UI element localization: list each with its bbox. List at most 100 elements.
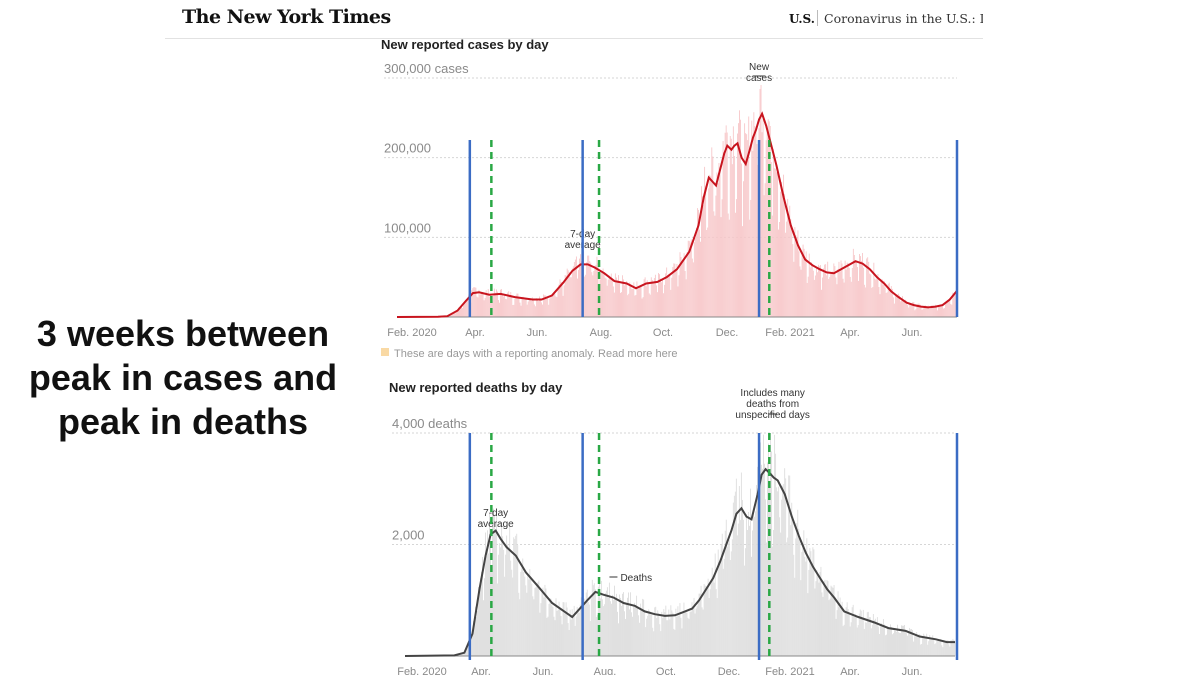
daily-bar — [462, 308, 463, 317]
daily-bar — [835, 277, 837, 317]
daily-bar — [603, 604, 605, 656]
daily-bar — [604, 277, 606, 317]
daily-bar — [738, 486, 740, 656]
daily-bar — [861, 617, 863, 656]
daily-bar — [771, 215, 773, 317]
daily-bar — [930, 305, 932, 317]
daily-bar — [791, 502, 793, 656]
daily-bar — [836, 610, 838, 656]
daily-bar — [812, 547, 814, 656]
daily-bar — [739, 110, 740, 317]
daily-bar — [617, 611, 618, 656]
daily-bar — [472, 288, 474, 317]
daily-bar — [601, 273, 603, 317]
daily-bar — [712, 577, 714, 656]
daily-bar — [838, 607, 840, 656]
daily-bar — [592, 585, 594, 656]
daily-bar — [818, 582, 820, 656]
daily-bar — [690, 239, 692, 317]
daily-bar — [637, 289, 639, 317]
daily-bar — [541, 302, 542, 317]
daily-bar — [515, 295, 517, 317]
daily-bar — [887, 626, 888, 656]
daily-bar — [459, 308, 460, 317]
daily-bar — [604, 592, 606, 656]
daily-bar — [625, 284, 627, 317]
daily-bar — [907, 635, 909, 656]
daily-bar — [754, 126, 756, 317]
daily-bar — [628, 592, 629, 656]
daily-bar — [706, 588, 708, 656]
daily-bar — [531, 583, 533, 656]
daily-bar — [602, 268, 604, 317]
daily-bar — [479, 294, 481, 317]
daily-bar — [910, 304, 912, 317]
article-headline[interactable]: Coronavirus in the U.S.: Late — [824, 11, 983, 26]
daily-bar — [651, 614, 653, 656]
daily-bar — [870, 274, 872, 317]
daily-bar — [860, 256, 861, 317]
daily-bar — [701, 186, 702, 317]
daily-bar — [522, 558, 524, 656]
daily-bar — [802, 244, 804, 317]
daily-bar — [901, 300, 902, 317]
daily-bar — [916, 631, 918, 656]
daily-bar — [824, 264, 826, 317]
daily-bar — [563, 602, 565, 656]
daily-bar — [560, 616, 562, 656]
daily-bar — [840, 609, 842, 656]
daily-bar — [825, 264, 827, 317]
daily-bar — [587, 255, 589, 317]
daily-bar — [920, 644, 922, 656]
daily-bar — [931, 305, 933, 317]
daily-bar — [650, 277, 652, 317]
daily-bar — [848, 267, 850, 317]
daily-bar — [558, 284, 560, 317]
daily-bar — [890, 286, 892, 317]
daily-bar — [947, 640, 949, 656]
daily-bar — [855, 262, 857, 317]
daily-bar — [833, 263, 835, 317]
daily-bar — [843, 282, 845, 317]
daily-bar — [523, 571, 525, 656]
daily-bar — [460, 653, 462, 656]
daily-bar — [460, 306, 461, 317]
daily-bar — [833, 585, 835, 656]
daily-bar — [472, 621, 474, 656]
daily-bar — [621, 292, 622, 317]
daily-bar — [610, 273, 612, 317]
daily-bar — [552, 295, 554, 317]
daily-bar — [483, 600, 484, 656]
daily-bar — [640, 603, 642, 656]
daily-bar — [773, 168, 775, 317]
daily-bar — [566, 268, 568, 317]
section-link[interactable]: U.S. — [789, 12, 815, 26]
daily-bar — [766, 130, 768, 317]
daily-bar — [558, 601, 560, 656]
daily-bar — [879, 625, 881, 656]
daily-bar — [694, 237, 696, 317]
daily-bar — [498, 554, 500, 656]
daily-bar — [559, 279, 561, 317]
daily-bar — [922, 636, 924, 656]
nyt-logo[interactable]: The New York Times — [182, 6, 391, 28]
daily-bar — [633, 605, 635, 656]
daily-bar — [778, 486, 780, 656]
daily-bar — [771, 451, 773, 656]
daily-bar — [806, 282, 808, 317]
daily-bar — [667, 620, 669, 656]
daily-bar — [765, 140, 767, 317]
daily-bar — [504, 295, 506, 317]
daily-bar — [614, 585, 615, 656]
daily-bar — [525, 298, 527, 317]
daily-bar — [823, 581, 825, 656]
daily-bar — [950, 303, 952, 317]
daily-bar — [868, 617, 870, 656]
daily-bar — [808, 253, 810, 317]
daily-bar — [914, 636, 916, 656]
daily-bar — [889, 628, 890, 656]
daily-bar — [608, 582, 610, 656]
daily-bar — [872, 286, 874, 317]
daily-bar — [487, 530, 488, 656]
